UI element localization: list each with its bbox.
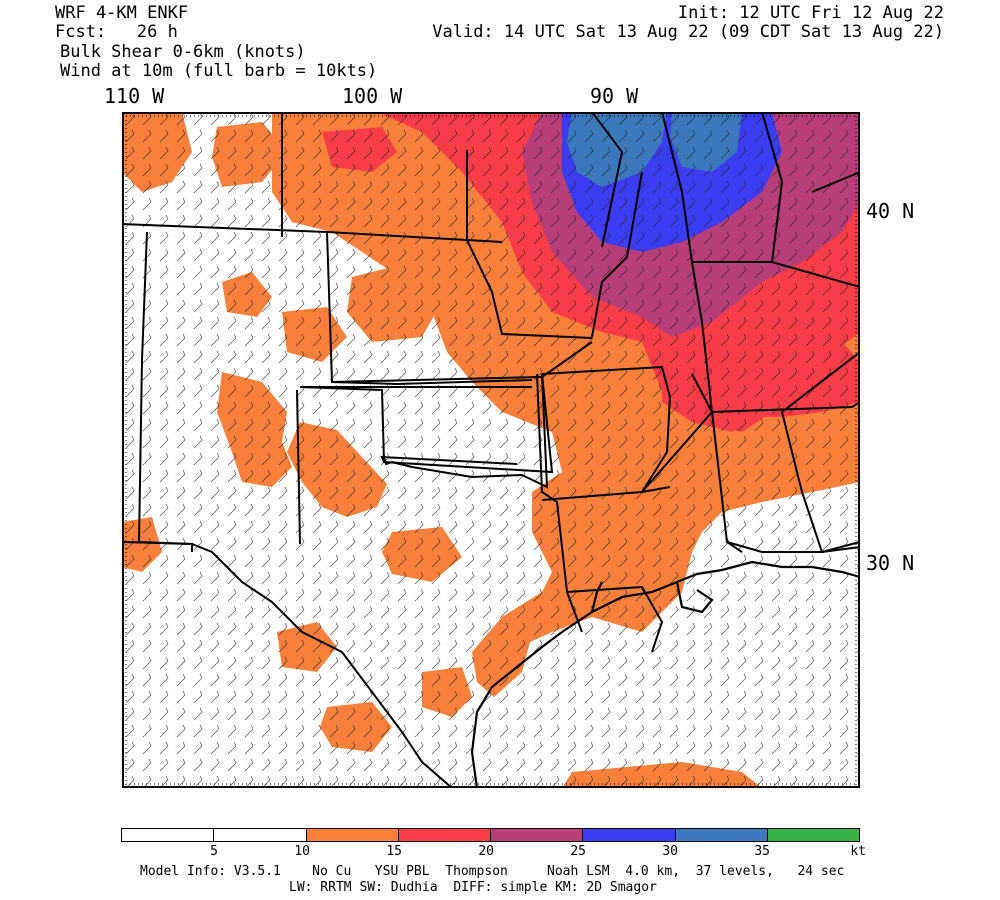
shear-map <box>122 112 860 788</box>
wind-barb-field <box>122 112 860 788</box>
model-info-line: Model Info: V3.5.1 No Cu YSU PBL Thompso… <box>140 864 845 879</box>
legend-swatch-20-25 <box>491 829 584 841</box>
legend-swatch-15-20 <box>398 829 491 841</box>
lat-label-30n: 30 N <box>866 551 915 575</box>
legend-tick-10: 10 <box>294 844 310 859</box>
legend-tick-unit: kt <box>850 844 866 859</box>
legend-swatch-35-plus <box>767 829 859 841</box>
lon-label-90w: 90 W <box>590 84 639 108</box>
field-title: Bulk Shear 0-6km (knots) <box>60 42 306 62</box>
color-legend-bar <box>121 828 860 842</box>
map-frame <box>122 112 860 788</box>
init-time: Init: 12 UTC Fri 12 Aug 22 <box>677 3 944 23</box>
mexico-border-west <box>122 541 193 545</box>
legend-swatch-0-5 <box>122 829 215 841</box>
legend-tick-5: 5 <box>210 844 218 859</box>
lon-label-100w: 100 W <box>342 84 403 108</box>
physics-info-line: LW: RRTM SW: Dudhia DIFF: simple KM: 2D … <box>289 880 657 895</box>
legend-tick-30: 30 <box>662 844 678 859</box>
legend-swatch-30-35 <box>675 829 768 841</box>
state-boundaries <box>122 112 860 653</box>
legend-swatch-5-10 <box>214 829 307 841</box>
model-name: WRF 4-KM ENKF <box>55 3 189 23</box>
legend-tick-20: 20 <box>478 844 494 859</box>
gulf-coastline <box>470 560 860 788</box>
frame-ticks <box>122 112 860 788</box>
mexico-border <box>191 543 453 788</box>
legend-tick-25: 25 <box>570 844 586 859</box>
legend-tick-15: 15 <box>386 844 402 859</box>
lon-label-110w: 110 W <box>104 84 165 108</box>
valid-time: Valid: 14 UTC Sat 13 Aug 22 (09 CDT Sat … <box>432 22 944 42</box>
lat-label-40n: 40 N <box>866 199 915 223</box>
wind-note: Wind at 10m (full barb = 10kts) <box>60 61 378 81</box>
forecast-hour: Fcst: 26 h <box>55 22 178 42</box>
legend-swatch-10-15 <box>306 829 399 841</box>
legend-tick-35: 35 <box>754 844 770 859</box>
legend-swatch-25-30 <box>583 829 676 841</box>
